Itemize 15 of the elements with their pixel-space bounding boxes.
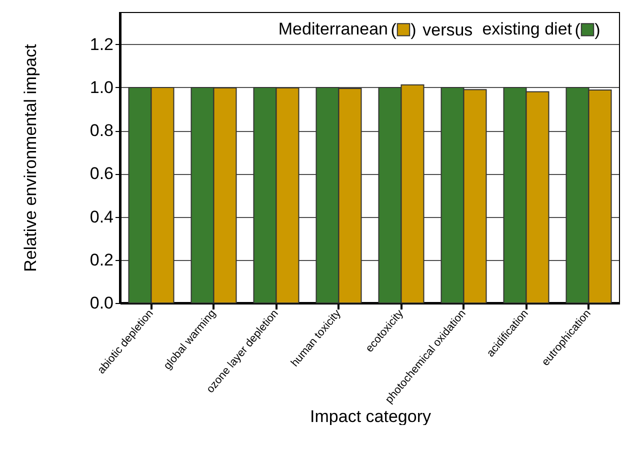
y-tick-label: 1.0 xyxy=(90,78,114,97)
y-tick-label: 0.0 xyxy=(90,294,114,312)
annotation: ( xyxy=(390,20,397,40)
legend-label: Mediterranean xyxy=(278,20,388,39)
legend-label: existing diet xyxy=(482,20,572,39)
annotation: versus xyxy=(422,20,473,40)
y-tick-label: 0.4 xyxy=(90,207,114,226)
y-tick-label: 0.6 xyxy=(90,164,114,184)
y-tick-label: 0.8 xyxy=(90,121,114,140)
y-axis-title: Relative environmental impact xyxy=(20,44,40,272)
text: ( xyxy=(574,20,580,40)
y-tick-label: 0.2 xyxy=(90,250,114,270)
y-tick-label: 1.2 xyxy=(90,34,114,54)
annotation: ) xyxy=(410,20,416,40)
text: ) xyxy=(594,20,600,40)
